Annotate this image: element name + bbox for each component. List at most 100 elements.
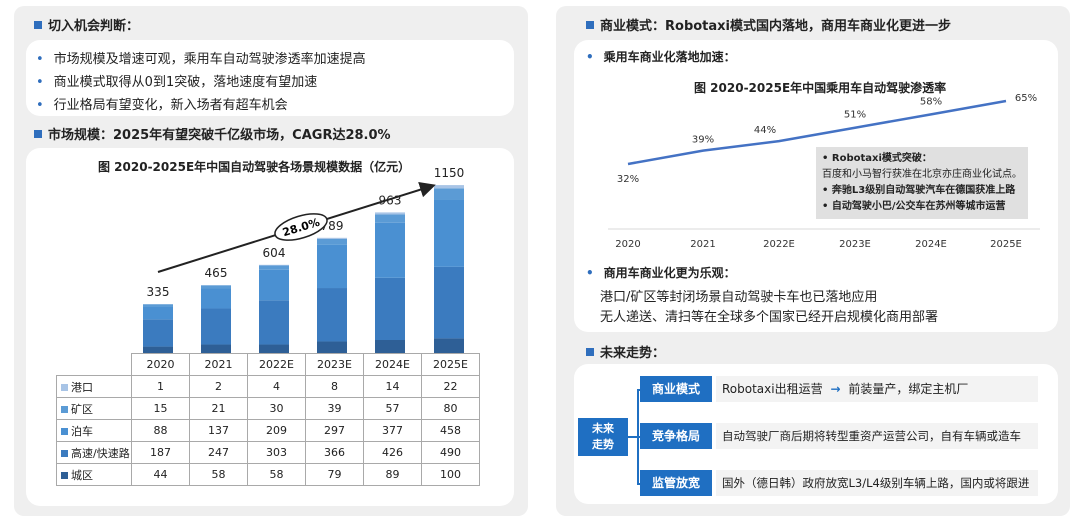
- line-value-label: 44%: [754, 125, 776, 136]
- bar-segment: [259, 269, 289, 301]
- passenger-subheading: • 乘用车商业化落地加速：: [586, 50, 736, 64]
- callout-line: • Robotaxi模式突破：: [822, 153, 932, 164]
- bar-segment: [143, 304, 173, 307]
- robotaxi-callout: • Robotaxi模式突破： 百度和小马智行获准在北京亦庄商业化试点。 • 奔…: [816, 147, 1028, 219]
- bar-segment: [143, 319, 173, 347]
- future-heading-marker: [586, 348, 594, 356]
- legend-entry: 泊车: [56, 419, 132, 442]
- market-heading: 市场规模：2025年有望突破千亿级市场，CAGR达28.0%: [48, 128, 391, 143]
- bar-segment: [259, 264, 289, 266]
- bar-chart-title: 图 2020-2025E年中国自动驾驶各场景规模数据（亿元）: [98, 160, 411, 174]
- table-cell: 1: [131, 375, 190, 398]
- bar-segment: [143, 306, 173, 320]
- x-tick-label: 2020: [615, 239, 640, 250]
- table-cell: 303: [247, 441, 306, 464]
- table-cell: 30: [247, 397, 306, 420]
- legend-swatch-icon: [61, 406, 68, 413]
- bar-segment: [434, 338, 464, 353]
- bar-segment: [375, 222, 405, 278]
- x-tick-label: 2021: [690, 239, 715, 250]
- line-value-label: 39%: [692, 135, 714, 146]
- future-center-box: 未来 走势: [578, 418, 628, 456]
- commercial-line: 港口/矿区等封闭场景自动驾驶卡车也已落地应用: [600, 290, 878, 305]
- line-chart-title: 图 2020-2025E年中国乘用车自动驾驶渗透率: [694, 81, 947, 95]
- legend-swatch-icon: [61, 472, 68, 479]
- table-cell: 297: [305, 419, 364, 442]
- line-value-label: 58%: [920, 96, 942, 107]
- table-cell: 58: [247, 463, 306, 486]
- bar-segment: [201, 288, 231, 309]
- table-cell: 80: [421, 397, 480, 420]
- line-value-label: 65%: [1015, 93, 1037, 104]
- bar-chart-table: 2020 2021 2022E 2023E 2024E 2025E 港口 1 2…: [56, 353, 480, 486]
- bar-segment: [434, 199, 464, 267]
- legend-swatch-icon: [61, 428, 68, 435]
- table-cell: 377: [363, 419, 422, 442]
- table-cell: 88: [131, 419, 190, 442]
- table-cell: 137: [189, 419, 248, 442]
- entry-heading-marker: [34, 21, 42, 29]
- penetration-line: [627, 99, 1007, 166]
- table-row: 港口 1 2 4 8 14 22: [56, 375, 480, 398]
- callout-line: • 自动驾驶小巴/公交车在苏州等城市运营: [822, 201, 1006, 212]
- table-row: 高速/快速路 187 247 303 366 426 490: [56, 441, 480, 464]
- category-label: 2023E: [305, 353, 364, 376]
- table-cell: 366: [305, 441, 364, 464]
- legend-entry: 港口: [56, 375, 132, 398]
- bar-segment: [201, 285, 231, 289]
- category-label: 2021: [189, 353, 248, 376]
- future-heading: 未来走势：: [600, 346, 666, 361]
- x-tick-label: 2022E: [763, 239, 795, 250]
- bar-segment: [201, 308, 231, 345]
- bar-segment: [375, 277, 405, 341]
- business-heading: 商业模式：Robotaxi模式国内落地，商用车商业化更进一步: [600, 19, 952, 34]
- bar-segment: [434, 188, 464, 200]
- table-cell: 44: [131, 463, 190, 486]
- x-tick-label: 2025E: [990, 239, 1022, 250]
- table-cell: 8: [305, 375, 364, 398]
- bar-segment: [201, 344, 231, 353]
- bar-segment: [259, 300, 289, 345]
- bar-segment: [317, 288, 347, 342]
- future-row-label: 竞争格局: [640, 423, 712, 449]
- bar-segment: [375, 214, 405, 223]
- table-cell: 209: [247, 419, 306, 442]
- line-value-label: 51%: [844, 110, 866, 121]
- entry-card: [26, 40, 514, 116]
- entry-heading: 切入机会判断：: [48, 19, 140, 34]
- table-row: 泊车 88 137 209 297 377 458: [56, 419, 480, 442]
- table-cell: 15: [131, 397, 190, 420]
- table-cell: 2: [189, 375, 248, 398]
- bar-segment: [375, 340, 405, 353]
- table-cell: 58: [189, 463, 248, 486]
- legend-entry: 城区: [56, 463, 132, 486]
- table-cell: 187: [131, 441, 190, 464]
- bar-total-label: 465: [205, 266, 228, 280]
- table-cell: 57: [363, 397, 422, 420]
- bar-segment: [375, 212, 405, 215]
- legend-entry: 矿区: [56, 397, 132, 420]
- x-tick-label: 2023E: [839, 239, 871, 250]
- future-row-label: 商业模式: [640, 376, 712, 402]
- category-label: 2024E: [363, 353, 422, 376]
- table-row: 2020 2021 2022E 2023E 2024E 2025E: [57, 353, 480, 376]
- bar-segment: [317, 238, 347, 245]
- table-cell: 100: [421, 463, 480, 486]
- bar-total-label: 604: [263, 246, 286, 260]
- table-row: 城区 44 58 58 79 89 100: [56, 463, 480, 486]
- legend-entry: 高速/快速路: [56, 441, 132, 464]
- future-connector: [628, 436, 638, 438]
- entry-bullet: • 市场规模及增速可观，乘用车自动驾驶渗透率加速提高: [36, 52, 366, 67]
- table-cell: 22: [421, 375, 480, 398]
- table-cell: 4: [247, 375, 306, 398]
- entry-bullet: • 行业格局有望变化，新入场者有超车机会: [36, 98, 288, 113]
- table-cell: 247: [189, 441, 248, 464]
- table-cell: 21: [189, 397, 248, 420]
- x-tick-label: 2024E: [915, 239, 947, 250]
- bar-segment: [434, 185, 464, 189]
- table-cell: 39: [305, 397, 364, 420]
- future-row-desc: Robotaxi出租运营 → 前装量产，绑定主机厂: [716, 376, 1038, 402]
- future-row-desc: 国外（德日韩）政府放宽L3/L4级别车辆上路，国内或将跟进: [716, 470, 1038, 496]
- legend-swatch-icon: [61, 450, 68, 457]
- bar-total-label: 335: [147, 285, 170, 299]
